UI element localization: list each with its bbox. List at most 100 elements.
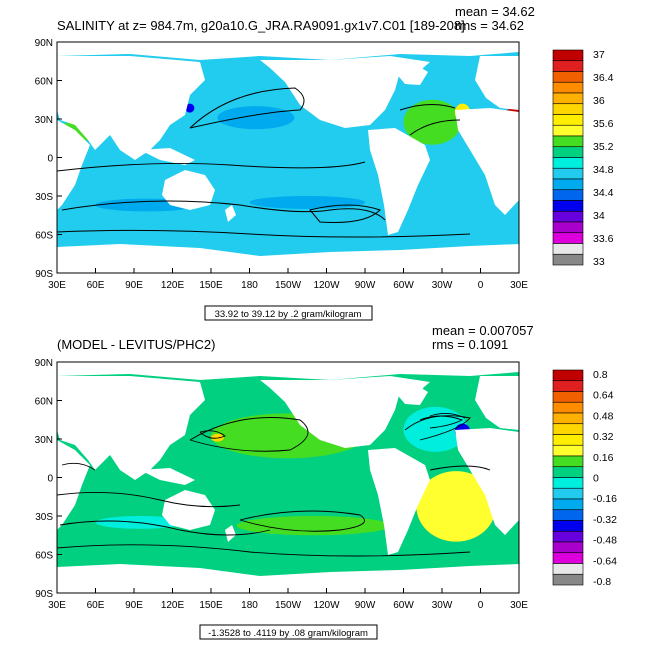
panel-salinity: SALINITY at z= 984.7m, g20a10.G_JRA.RA90… — [35, 4, 614, 321]
panel-1-contours — [57, 87, 471, 238]
colorbar-label: 34.8 — [593, 164, 614, 176]
colorbar-swatch — [552, 243, 584, 255]
y-tick-label: 90S — [35, 589, 53, 600]
colorbar-swatch — [552, 49, 584, 62]
panel-2-axes: 30E 60E 90E 120E 150E 180 150W 120W 90W 60W 30W 0 30… — [35, 358, 529, 611]
colorbar-swatch — [552, 573, 584, 586]
colorbar-swatch — [552, 477, 584, 489]
colorbar-label: -0.64 — [593, 555, 617, 567]
colorbar-swatch — [552, 466, 584, 478]
x-tick-label: 150W — [275, 280, 302, 291]
colorbar-swatch — [552, 210, 584, 223]
y-tick-label: 90N — [35, 38, 53, 49]
colorbar-swatch — [552, 232, 584, 244]
colorbar-swatch — [552, 92, 584, 105]
region-north-atlantic-subpolar — [403, 406, 468, 452]
x-tick-label: 150E — [199, 600, 223, 611]
colorbar-swatch — [552, 552, 584, 564]
y-tick-label: 0 — [47, 474, 53, 485]
x-tick-label: 0 — [478, 600, 484, 611]
x-tick-label: 90E — [125, 280, 143, 291]
colorbar-label: 33.6 — [593, 233, 614, 245]
colorbar-swatch — [552, 369, 584, 382]
colorbar-label: -0.16 — [593, 493, 617, 505]
x-tick-label: 150E — [199, 280, 223, 291]
colorbar-swatch — [552, 444, 584, 457]
colorbar-label: 36.4 — [593, 72, 614, 84]
x-tick-label: 90W — [355, 280, 376, 291]
y-tick-label: 30N — [35, 435, 53, 446]
colorbar-swatch — [552, 146, 584, 158]
colorbar-label: 34.4 — [593, 187, 614, 199]
x-tick-label: 30E — [510, 600, 528, 611]
y-tick-label: 60N — [35, 77, 53, 88]
colorbar-label: 0.8 — [593, 369, 608, 381]
colorbar-label: 35.2 — [593, 141, 614, 153]
panel-1-info-box: 33.92 to 39.12 by .2 gram/kilogram — [204, 305, 373, 321]
colorbar-label: 0.64 — [593, 390, 614, 402]
colorbar-label: -0.32 — [593, 514, 617, 526]
colorbar-swatch — [552, 509, 584, 521]
panel-1-colorbar: 37 36.4 36 35.6 35.2 34.8 34.4 34 33.6 33 — [552, 49, 614, 268]
colorbar-swatch — [552, 103, 584, 115]
y-tick-label: 30S — [35, 512, 53, 523]
panel-2-colorbar: 0.8 0.64 0.48 0.32 0.16 0 -0.16 -0.32 -0.48 -0.64… — [552, 369, 617, 588]
colorbar-label: 0.48 — [593, 410, 614, 422]
colorbar-swatch — [552, 167, 584, 180]
panel-1-axes: 30E 60E 90E 120E 150E 180 150W 120W 90W 60W 30W 0 30… — [35, 38, 529, 291]
colorbar-swatch — [552, 487, 584, 500]
x-tick-label: 60W — [393, 280, 414, 291]
x-tick-label: 90W — [355, 600, 376, 611]
colorbar-swatch — [552, 189, 584, 201]
colorbar-swatch — [552, 135, 584, 148]
colorbar-swatch — [552, 498, 584, 511]
x-tick-label: 120W — [313, 280, 340, 291]
colorbar-swatch — [552, 380, 584, 392]
colorbar-label: 37 — [593, 49, 605, 61]
x-tick-label: 60E — [87, 280, 105, 291]
x-tick-label: 120W — [313, 600, 340, 611]
colorbar-label: 0.32 — [593, 431, 614, 443]
colorbar-swatch — [552, 200, 584, 212]
panel-2-rms: rms = 0.1091 — [432, 337, 508, 352]
colorbar-swatch — [552, 391, 584, 403]
panel-2-info-box: -1.3528 to .4119 by .08 gram/kilogram — [199, 624, 378, 640]
colorbar-swatch — [552, 563, 584, 575]
y-tick-label: 60N — [35, 397, 53, 408]
colorbar-swatch — [552, 157, 584, 169]
region-subtropical-north-pacific — [217, 106, 295, 130]
panel-2-contours — [57, 413, 491, 557]
panel-2-mean: mean = 0.007057 — [432, 323, 534, 338]
colorbar-swatch — [552, 412, 584, 425]
panel-1-title: SALINITY at z= 984.7m, g20a10.G_JRA.RA90… — [57, 18, 465, 33]
x-tick-label: 30E — [510, 280, 528, 291]
colorbar-swatch — [552, 253, 584, 266]
colorbar-label: 0 — [593, 473, 599, 485]
panel-1-map — [57, 42, 519, 273]
y-tick-label: 90S — [35, 269, 53, 280]
colorbar-swatch — [552, 401, 584, 414]
x-tick-label: 120E — [161, 280, 185, 291]
x-tick-label: 180 — [241, 600, 258, 611]
panel-1-rms: rms = 34.62 — [455, 18, 524, 33]
x-tick-label: 60E — [87, 600, 105, 611]
panel-1-land — [57, 42, 519, 273]
y-tick-label: 90N — [35, 358, 53, 369]
y-tick-label: 60S — [35, 551, 53, 562]
colorbar-label: -0.48 — [593, 535, 617, 547]
colorbar-swatch — [552, 114, 584, 126]
region-south-atlantic — [416, 471, 496, 542]
panel-difference: (MODEL - LEVITUS/PHC2) mean = 0.007057 r… — [35, 323, 617, 640]
x-tick-label: 30W — [432, 600, 453, 611]
x-tick-label: 30E — [48, 280, 66, 291]
x-tick-label: 180 — [241, 280, 258, 291]
colorbar-swatch — [552, 124, 584, 137]
panel-2-contour-info: -1.3528 to .4119 by .08 gram/kilogram — [208, 628, 368, 639]
panel-2-title: (MODEL - LEVITUS/PHC2) — [57, 337, 215, 352]
colorbar-label: 0.16 — [593, 452, 614, 464]
panel-2-map — [57, 362, 519, 593]
colorbar-swatch — [552, 60, 584, 72]
x-tick-label: 60W — [393, 600, 414, 611]
x-tick-label: 120E — [161, 600, 185, 611]
